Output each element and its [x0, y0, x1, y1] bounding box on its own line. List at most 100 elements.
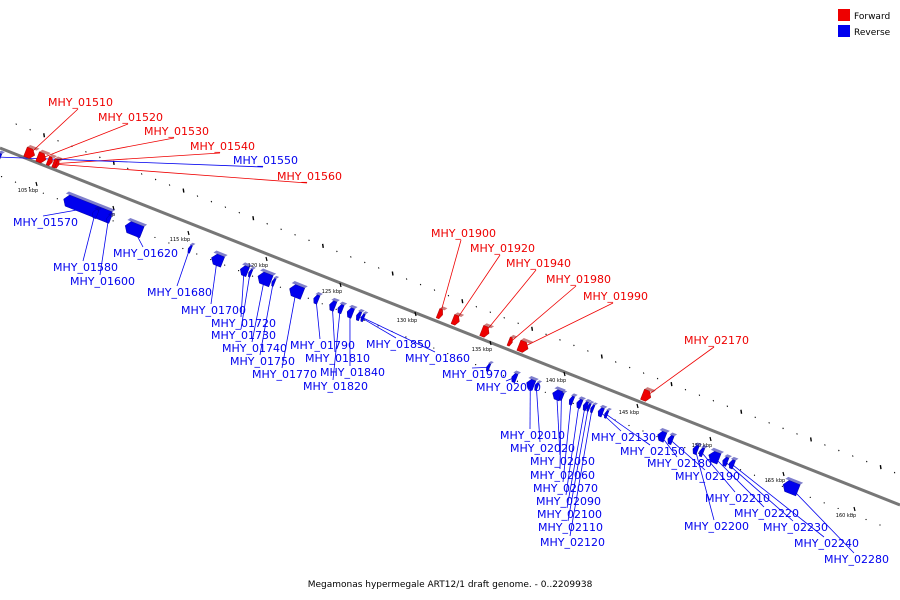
- gene-block[interactable]: [450, 312, 465, 327]
- gene-label[interactable]: MHY_01790: [290, 339, 355, 352]
- gene-block[interactable]: [91, 206, 102, 220]
- gene-label[interactable]: MHY_01750: [230, 355, 295, 368]
- gene-block[interactable]: [123, 217, 148, 239]
- gene-block[interactable]: [510, 370, 521, 384]
- gene-block[interactable]: [586, 400, 595, 412]
- gene-label[interactable]: MHY_01920: [470, 242, 535, 255]
- gene-block[interactable]: [238, 262, 253, 278]
- gene-label[interactable]: MHY_02240: [794, 537, 859, 550]
- gene-block[interactable]: [45, 154, 58, 168]
- gene-label[interactable]: MHY_01560: [277, 170, 342, 183]
- gene-block[interactable]: [596, 404, 608, 418]
- gene-block[interactable]: [312, 291, 323, 305]
- gene-label[interactable]: MHY_01840: [320, 366, 385, 379]
- gene-label[interactable]: MHY_02180: [647, 457, 712, 470]
- gene-label[interactable]: MHY_02280: [824, 553, 889, 566]
- gene-block[interactable]: [435, 306, 448, 321]
- gene-block[interactable]: [247, 266, 256, 278]
- gene-label[interactable]: MHY_02060: [530, 469, 595, 482]
- gene-block[interactable]: [256, 268, 277, 288]
- gene-label[interactable]: MHY_01680: [147, 286, 212, 299]
- gene-label[interactable]: MHY_01550: [233, 154, 298, 167]
- gene-block[interactable]: [666, 432, 678, 446]
- gene-block[interactable]: [691, 442, 703, 456]
- gene-label[interactable]: MHY_01980: [546, 273, 611, 286]
- gene-block[interactable]: [640, 386, 656, 403]
- gene-label[interactable]: MHY_01720: [211, 317, 276, 330]
- gene-block[interactable]: [656, 427, 670, 443]
- gene-label[interactable]: MHY_01970: [442, 368, 507, 381]
- gene-label[interactable]: MHY_01620: [113, 247, 178, 260]
- gene-label[interactable]: MHY_02150: [620, 445, 685, 458]
- gene-label[interactable]: MHY_01820: [303, 380, 368, 393]
- gene-label[interactable]: MHY_02210: [705, 492, 770, 505]
- gene-block[interactable]: [355, 308, 365, 322]
- gene-block[interactable]: [533, 380, 543, 392]
- gene-block[interactable]: [575, 396, 587, 410]
- gene-label[interactable]: MHY_02130: [591, 431, 656, 444]
- gene-label[interactable]: MHY_01600: [70, 275, 135, 288]
- gene-block[interactable]: [525, 375, 539, 391]
- gene-label[interactable]: MHY_02190: [675, 470, 740, 483]
- gene-block[interactable]: [707, 447, 724, 465]
- gene-block[interactable]: [781, 476, 804, 497]
- gene-label[interactable]: MHY_01940: [506, 257, 571, 270]
- gene-block[interactable]: [516, 337, 534, 354]
- gene-label[interactable]: MHY_02120: [540, 536, 605, 549]
- gene-label[interactable]: MHY_02170: [684, 334, 749, 347]
- leader-line: [55, 152, 221, 165]
- gene-label[interactable]: MHY_01770: [252, 368, 317, 381]
- gene-block[interactable]: [603, 407, 612, 419]
- gene-label[interactable]: MHY_01580: [53, 261, 118, 274]
- gene-block[interactable]: [728, 456, 739, 470]
- gene-block[interactable]: [506, 334, 517, 347]
- gene-label[interactable]: MHY_01510: [48, 96, 113, 109]
- gene-block[interactable]: [209, 250, 228, 268]
- gene-label[interactable]: MHY_01700: [181, 304, 246, 317]
- gene-block[interactable]: [0, 150, 5, 162]
- gene-block[interactable]: [551, 386, 566, 402]
- gene-block[interactable]: [698, 444, 708, 458]
- gene-label[interactable]: MHY_02020: [510, 442, 575, 455]
- gene-label[interactable]: MHY_02090: [536, 495, 601, 508]
- gene-block[interactable]: [328, 297, 340, 312]
- gene-block[interactable]: [589, 402, 598, 414]
- gene-label[interactable]: MHY_02070: [533, 482, 598, 495]
- gene-block[interactable]: [105, 212, 115, 224]
- gene-block[interactable]: [582, 398, 592, 412]
- gene-label[interactable]: MHY_02220: [734, 507, 799, 520]
- gene-label[interactable]: MHY_01990: [583, 290, 648, 303]
- gene-block[interactable]: [336, 301, 348, 315]
- gene-block[interactable]: [287, 280, 308, 300]
- gene-block[interactable]: [187, 242, 196, 254]
- gene-label[interactable]: MHY_01900: [431, 227, 496, 240]
- gene-block[interactable]: [54, 157, 64, 169]
- gene-label[interactable]: MHY_02100: [537, 508, 602, 521]
- gene-label[interactable]: MHY_01810: [305, 352, 370, 365]
- gene-label[interactable]: MHY_02230: [763, 521, 828, 534]
- gene-label[interactable]: MHY_02110: [538, 521, 603, 534]
- gene-block[interactable]: [345, 304, 358, 319]
- gene-block[interactable]: [61, 191, 116, 224]
- gene-block[interactable]: [485, 360, 494, 372]
- gene-block[interactable]: [721, 454, 732, 468]
- gene-label[interactable]: MHY_01540: [190, 140, 255, 153]
- gene-block[interactable]: [479, 323, 495, 340]
- gene-block[interactable]: [568, 393, 578, 406]
- gene-label[interactable]: MHY_01730: [211, 329, 276, 342]
- gene-label[interactable]: MHY_02010: [500, 429, 565, 442]
- gene-block[interactable]: [559, 389, 568, 402]
- gene-label[interactable]: MHY_02000: [476, 381, 541, 394]
- gene-block[interactable]: [360, 311, 369, 323]
- gene-label[interactable]: MHY_02200: [684, 520, 749, 533]
- gene-label[interactable]: MHY_02050: [530, 455, 595, 468]
- gene-label[interactable]: MHY_01860: [405, 352, 470, 365]
- gene-label[interactable]: MHY_01570: [13, 216, 78, 229]
- gene-label[interactable]: MHY_01530: [144, 125, 209, 138]
- gene-block[interactable]: [23, 144, 40, 161]
- gene-label[interactable]: MHY_01740: [222, 342, 287, 355]
- gene-block[interactable]: [270, 275, 280, 287]
- gene-label[interactable]: MHY_01850: [366, 338, 431, 351]
- gene-label[interactable]: MHY_01520: [98, 111, 163, 124]
- gene-block[interactable]: [35, 149, 51, 165]
